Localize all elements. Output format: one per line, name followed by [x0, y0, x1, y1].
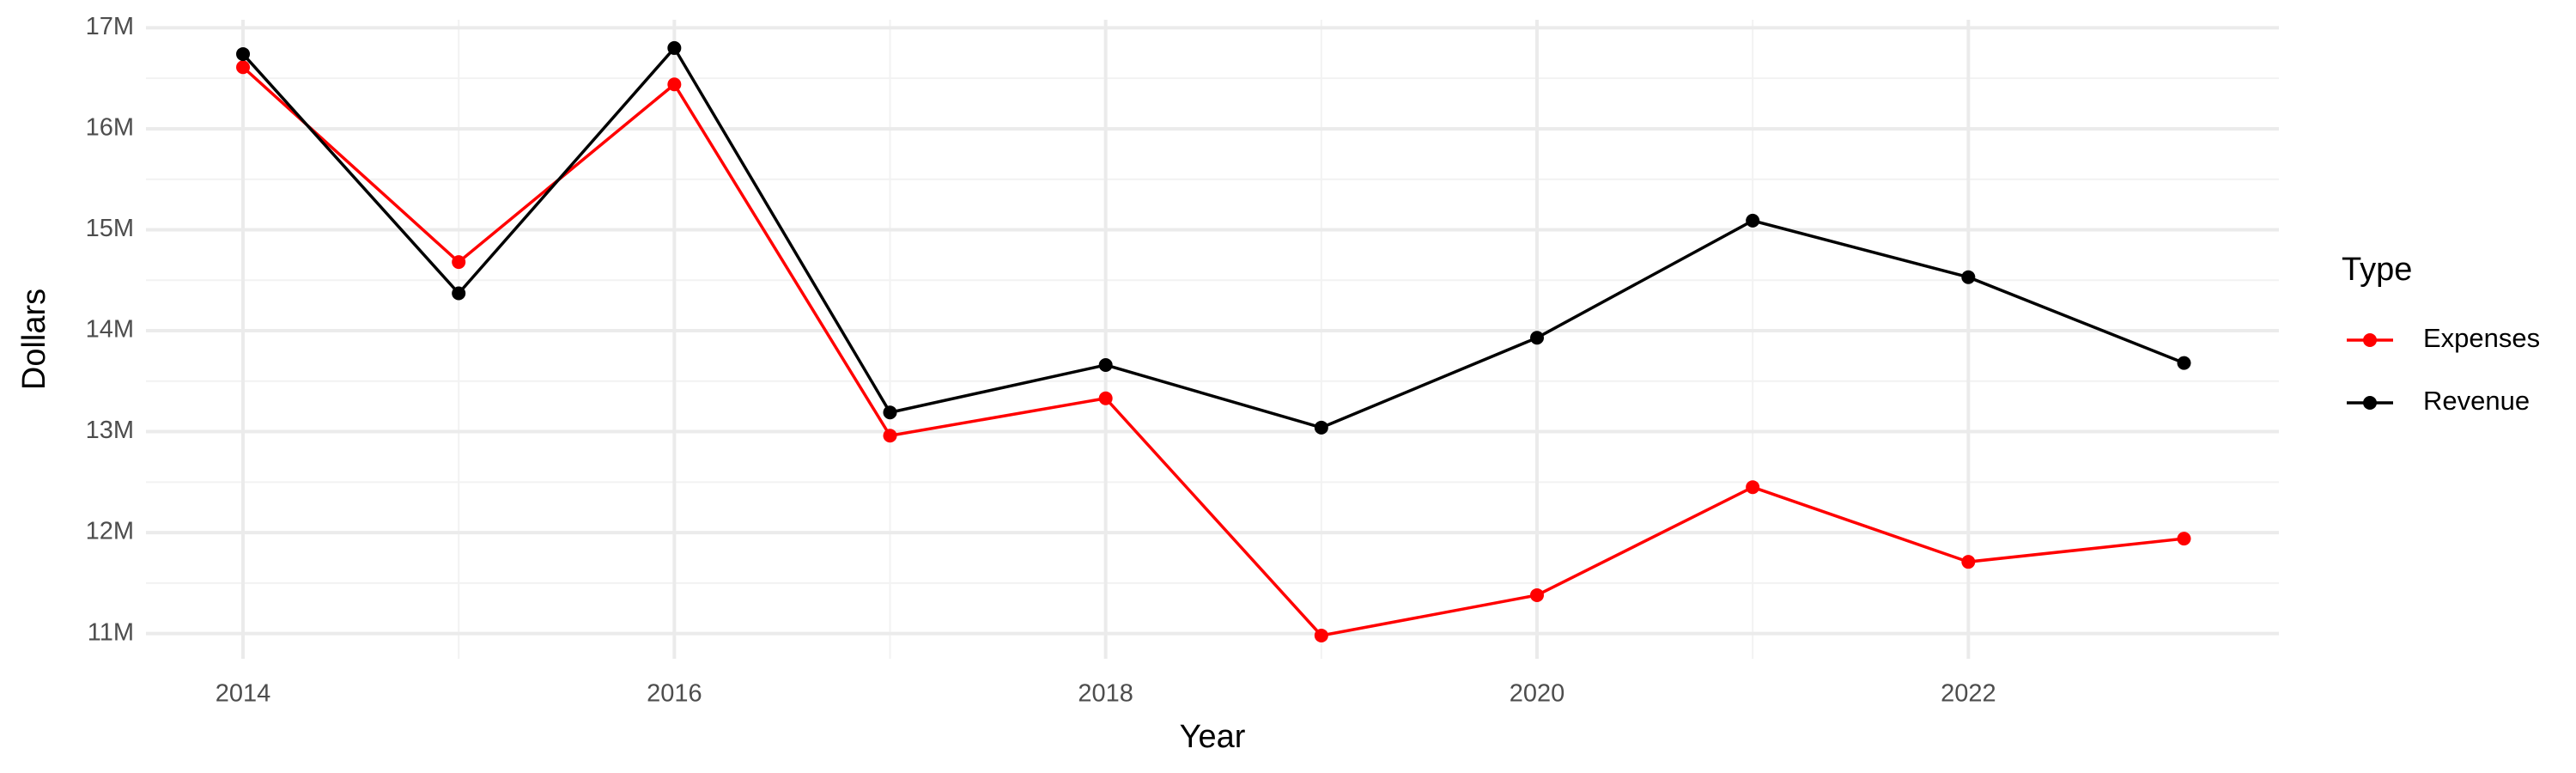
- data-point: [2177, 532, 2191, 546]
- data-point: [1098, 391, 1113, 405]
- data-point: [236, 46, 251, 61]
- x-axis-title: Year: [1180, 719, 1246, 755]
- x-tick-label: 2014: [216, 680, 271, 708]
- y-tick-label: 15M: [86, 215, 134, 242]
- data-point: [2177, 356, 2191, 370]
- data-point: [667, 40, 682, 55]
- data-point: [1314, 628, 1328, 642]
- data-point: [1746, 213, 1760, 228]
- data-point: [1746, 480, 1760, 495]
- series-line: [241, 45, 2185, 429]
- data-point: [883, 405, 897, 420]
- legend-key-point: [2363, 333, 2377, 347]
- y-tick-label: 17M: [86, 13, 134, 40]
- data-point: [1961, 555, 1976, 569]
- data-point: [1530, 587, 1544, 602]
- data-point: [1314, 420, 1328, 435]
- y-axis-title: Dollars: [16, 289, 52, 390]
- y-tick-label: 16M: [86, 114, 134, 142]
- x-tick-label: 2016: [647, 680, 702, 708]
- legend-title: Type: [2342, 252, 2412, 288]
- x-tick-label: 2022: [1941, 680, 1996, 708]
- data-point: [1961, 270, 1976, 284]
- data-point: [452, 255, 466, 270]
- data-point: [452, 286, 466, 301]
- y-tick-label: 14M: [86, 316, 134, 344]
- x-tick-label: 2018: [1078, 680, 1133, 708]
- data-point: [236, 60, 251, 75]
- y-tick-label: 13M: [86, 417, 134, 444]
- x-tick-label: 2020: [1510, 680, 1565, 708]
- legend-key-point: [2363, 396, 2377, 410]
- series-line: [241, 65, 2184, 637]
- data-point: [1530, 331, 1544, 345]
- y-tick-label: 11M: [88, 618, 134, 646]
- data-point: [1098, 357, 1113, 372]
- legend-label: Revenue: [2423, 386, 2530, 416]
- data-point: [667, 77, 682, 92]
- legend-label: Expenses: [2423, 323, 2540, 353]
- y-tick-label: 12M: [86, 518, 134, 545]
- data-point: [883, 429, 897, 443]
